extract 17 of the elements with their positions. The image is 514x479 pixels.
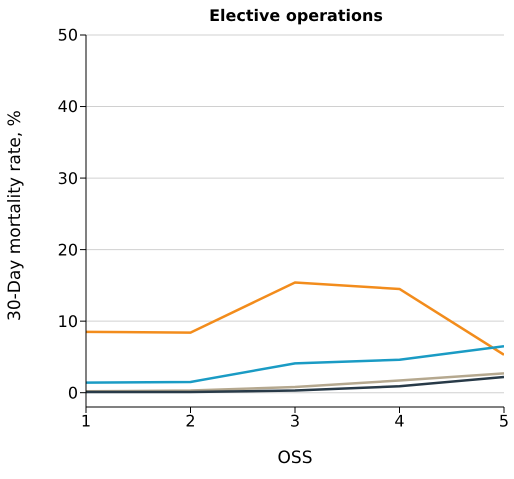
y-tick-label: 30 (58, 168, 78, 188)
y-tick-label: 20 (58, 240, 78, 260)
line-series (86, 344, 504, 384)
line-series (86, 281, 504, 356)
x-tick-label: 2 (185, 411, 196, 430)
x-tick-label: 5 (498, 411, 510, 430)
y-tick-label: 40 (58, 97, 78, 116)
x-tick-label: 3 (290, 411, 300, 430)
x-tick-label: 1 (80, 411, 92, 430)
chart-title: Elective operations (208, 6, 384, 25)
y-tick-label: 0 (68, 383, 78, 402)
y-axis-title: 30-Day mortality rate, % (5, 110, 26, 321)
y-tick-label: 50 (58, 26, 78, 45)
line-series (86, 376, 504, 394)
x-tick-label: 4 (394, 411, 405, 430)
x-axis-title: OSS (278, 448, 312, 468)
y-tick-label: 10 (58, 312, 78, 331)
